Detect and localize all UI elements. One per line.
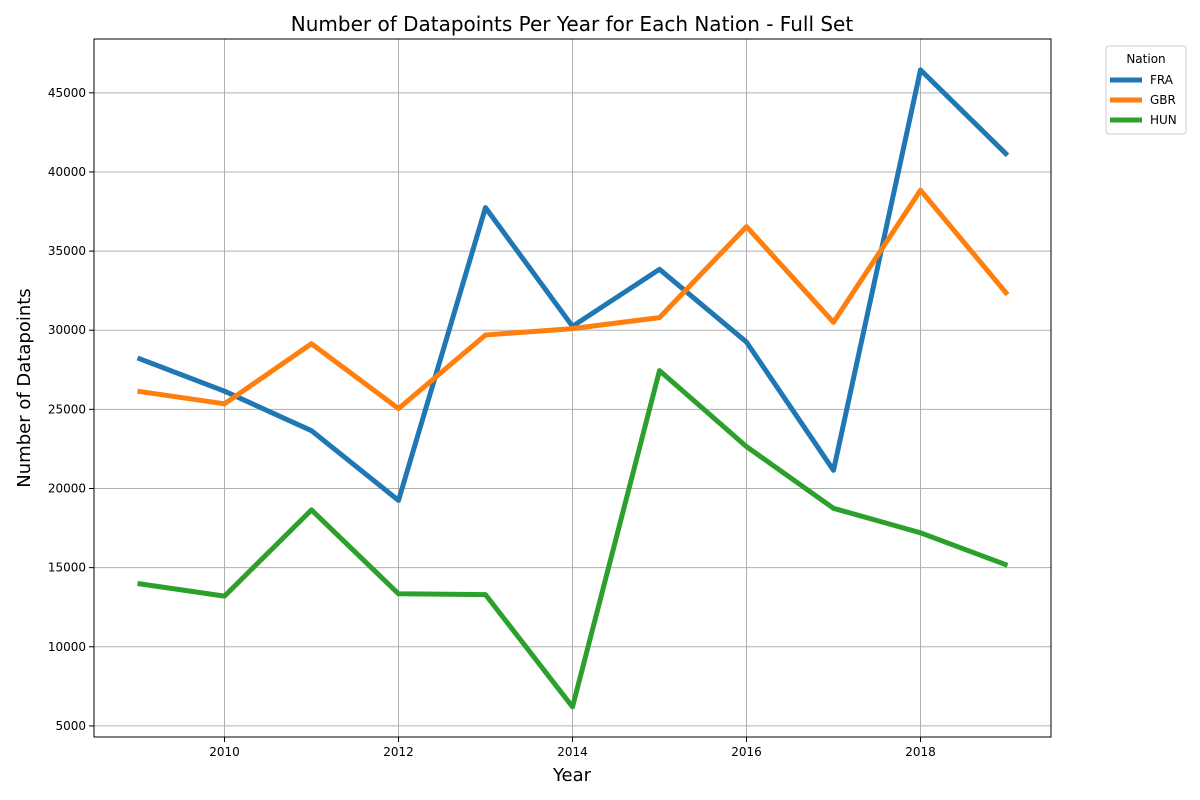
x-axis-title: Year bbox=[552, 765, 592, 786]
legend-label-fra: FRA bbox=[1150, 73, 1174, 87]
y-tick-label: 10000 bbox=[48, 640, 86, 654]
legend-frame bbox=[1105, 45, 1187, 135]
x-axis-ticks: 2010 2012 2014 2016 2018 bbox=[209, 737, 936, 759]
y-tick-label: 30000 bbox=[48, 323, 86, 337]
y-tick-label: 5000 bbox=[55, 719, 86, 733]
legend: Nation FRA GBR HUN bbox=[1105, 45, 1187, 135]
x-tick-label: 2016 bbox=[731, 745, 762, 759]
legend-items: FRA GBR HUN bbox=[1110, 73, 1177, 127]
y-tick-label: 25000 bbox=[48, 402, 86, 416]
legend-label-gbr: GBR bbox=[1150, 93, 1176, 107]
y-axis-ticks: 5000 10000 15000 20000 25000 30000 35000 40000 4… bbox=[48, 86, 94, 733]
x-tick-label: 2014 bbox=[557, 745, 588, 759]
x-tick-label: 2012 bbox=[383, 745, 414, 759]
legend-label-hun: HUN bbox=[1150, 113, 1177, 127]
x-tick-label: 2018 bbox=[905, 745, 936, 759]
y-tick-label: 35000 bbox=[48, 244, 86, 258]
series-line-hun bbox=[137, 368, 1009, 710]
grid bbox=[94, 39, 1051, 737]
y-tick-label: 45000 bbox=[48, 86, 86, 100]
series-line-gbr bbox=[137, 187, 1010, 412]
y-tick-label: 15000 bbox=[48, 561, 86, 575]
chart-title: Number of Datapoints Per Year for Each N… bbox=[291, 12, 854, 36]
y-tick-label: 20000 bbox=[48, 482, 86, 496]
y-tick-label: 40000 bbox=[48, 165, 86, 179]
series-lines bbox=[136, 67, 1010, 710]
y-axis-title: Number of Datapoints bbox=[14, 288, 35, 487]
legend-title: Nation bbox=[1126, 52, 1165, 66]
x-tick-label: 2010 bbox=[209, 745, 240, 759]
